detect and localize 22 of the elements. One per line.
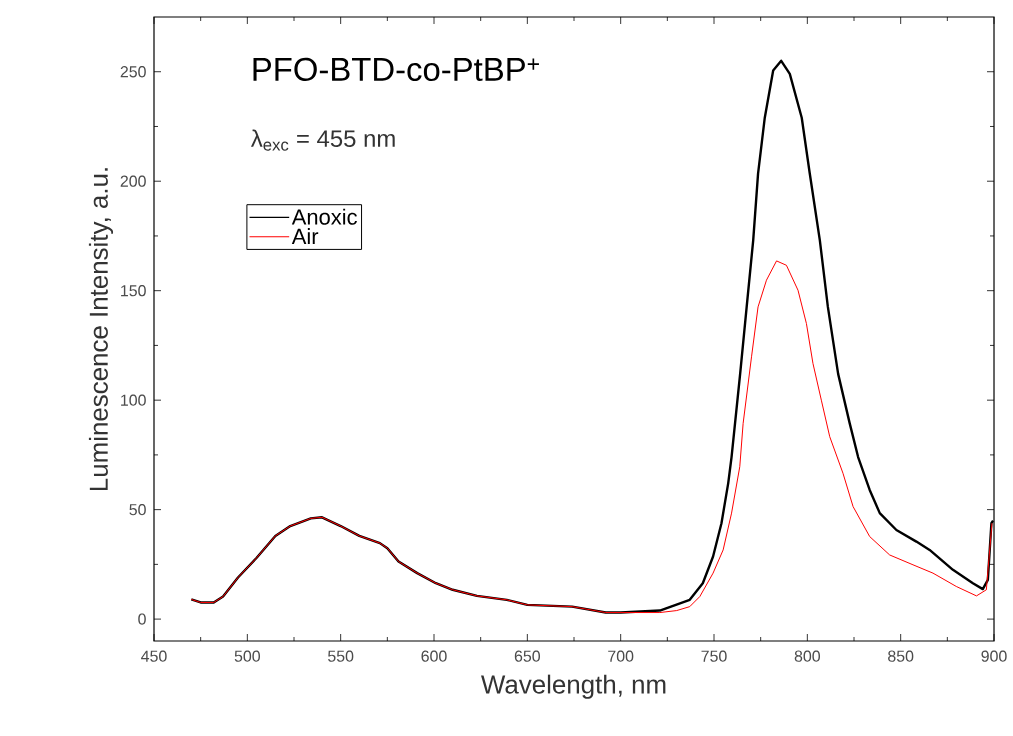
y-tick-label: 100	[121, 394, 146, 406]
y-tick-label: 250	[120, 66, 146, 78]
x-tick-label: 800	[794, 650, 820, 662]
x-axis-title: Wavelength, nm	[481, 674, 666, 699]
y-tick-label: 50	[129, 503, 146, 516]
x-tick-label: 600	[421, 650, 447, 662]
text: PFO-BTD-co-PtBP$^{+}$	[253, 57, 539, 82]
x-tick-label: 850	[888, 650, 914, 662]
x-tick-label: 450	[141, 650, 167, 662]
x-tick-label: 700	[608, 650, 634, 662]
legend-label: Air	[291, 228, 319, 244]
y-axis-title: Luminescence Intensity, a.u.	[88, 168, 114, 491]
y-tick-label: 200	[120, 175, 146, 187]
x-tick-label: 550	[328, 650, 354, 662]
legend-label: Anoxic	[291, 208, 357, 225]
y-tick-label: 150	[121, 285, 146, 297]
annotation: λ$_{exc}$ = 455 nm	[250, 129, 395, 151]
x-tick-label: 500	[234, 650, 260, 662]
x-tick-label: 750	[701, 650, 727, 662]
y-tick-label: 0	[138, 613, 146, 625]
x-tick-label: 650	[514, 650, 540, 662]
x-tick-label: 900	[981, 650, 1007, 662]
